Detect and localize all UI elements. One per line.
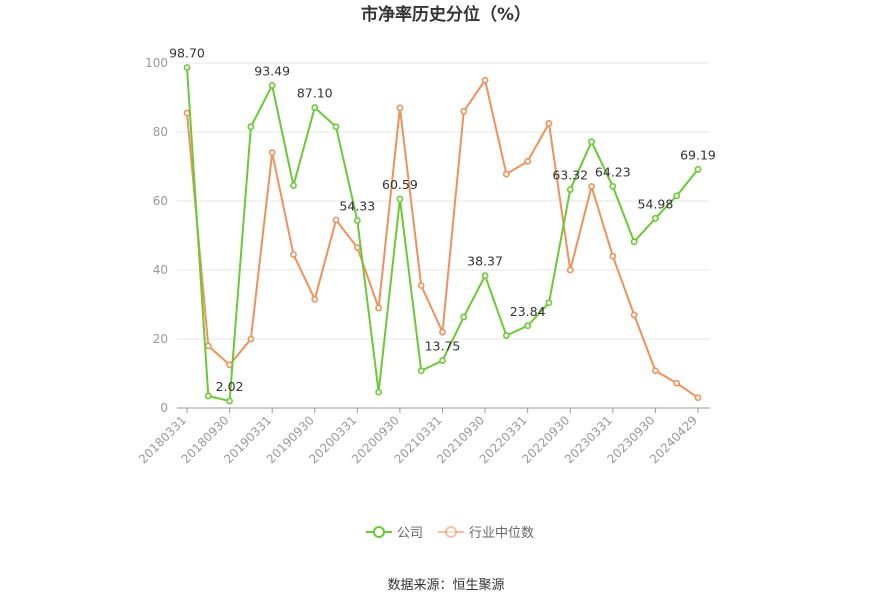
data-point-1 [630,311,638,319]
y-tick-label: 20 [153,332,168,346]
data-point-0 [332,123,340,131]
data-point-1 [332,216,340,224]
data-point-1 [375,304,383,312]
data-point-1 [566,266,574,274]
data-point-0 [481,272,489,280]
x-axis-ticks: 2018033120180930201903312019093020200331… [136,408,700,466]
legend-label: 行业中位数 [469,526,534,541]
data-point-1 [652,367,659,375]
data-point-1 [694,394,702,402]
data-point-1 [268,149,276,157]
y-tick-label: 60 [153,194,168,208]
data-point-0 [524,322,532,330]
data-point-0 [609,183,617,190]
data-label: 54.33 [339,199,375,214]
data-point-1 [439,328,446,336]
data-label: 98.70 [169,45,205,60]
data-point-1 [204,342,212,350]
data-point-1 [290,251,297,258]
legend-swatch-marker [445,526,457,538]
data-label: 38.37 [467,254,503,269]
data-label: 2.02 [216,379,244,394]
data-point-0 [439,357,446,364]
data-point-0 [545,299,553,307]
y-tick-label: 40 [153,263,168,277]
data-point-0 [226,397,233,405]
data-label: 60.59 [382,177,418,192]
data-point-1 [502,170,510,178]
data-point-0 [204,392,212,400]
data-label: 13.75 [425,339,461,354]
y-tick-label: 100 [145,56,168,70]
chart-title: 市净率历史分位（%） [361,4,531,25]
data-point-0 [183,64,191,71]
data-point-0 [630,238,638,246]
data-label: 87.10 [297,86,333,101]
data-point-1 [247,335,255,343]
data-point-0 [353,217,361,224]
data-label: 54.98 [638,196,674,211]
grid-lines [177,62,710,340]
data-point-1 [417,282,425,289]
data-point-0 [694,165,702,173]
data-point-0 [502,332,510,339]
data-label: 69.19 [680,147,716,162]
data-labels: 98.70 2.02 93.49 87.10 54.33 60.59 13.75 38.37 2… [169,45,716,394]
data-point-1 [524,157,532,165]
data-point-0 [460,313,468,321]
data-point-1 [311,295,319,303]
data-point-0 [673,192,681,200]
y-tick-label: 0 [160,401,168,415]
y-tick-label: 80 [153,125,168,139]
data-point-0 [417,367,425,375]
data-point-0 [268,82,276,89]
data-point-1 [353,244,361,251]
legend: 公司 行业中位数 [366,526,534,541]
data-point-0 [396,195,404,203]
series-layer [183,64,702,405]
data-point-0 [247,123,255,131]
data-point-0 [588,138,595,146]
legend-label: 公司 [397,526,423,541]
data-label: 63.32 [552,168,588,183]
data-point-1 [396,104,404,112]
data-point-1 [673,379,681,387]
data-point-0 [311,104,319,111]
data-label: 64.23 [595,164,631,179]
y-axis-ticks: 0 20 40 60 80 100 [145,56,168,415]
data-point-1 [588,183,595,190]
data-point-1 [545,119,553,127]
legend-swatch-marker [373,526,385,538]
data-point-1 [481,76,489,84]
data-point-0 [290,182,297,189]
data-point-0 [566,186,574,193]
data-label: 23.84 [510,304,546,319]
data-point-0 [375,388,383,396]
data-point-1 [609,252,617,260]
source-note: 数据来源：恒生聚源 [387,578,504,593]
data-label: 93.49 [254,63,290,78]
data-point-1 [460,107,468,115]
data-point-1 [183,109,191,117]
data-point-0 [652,214,659,222]
